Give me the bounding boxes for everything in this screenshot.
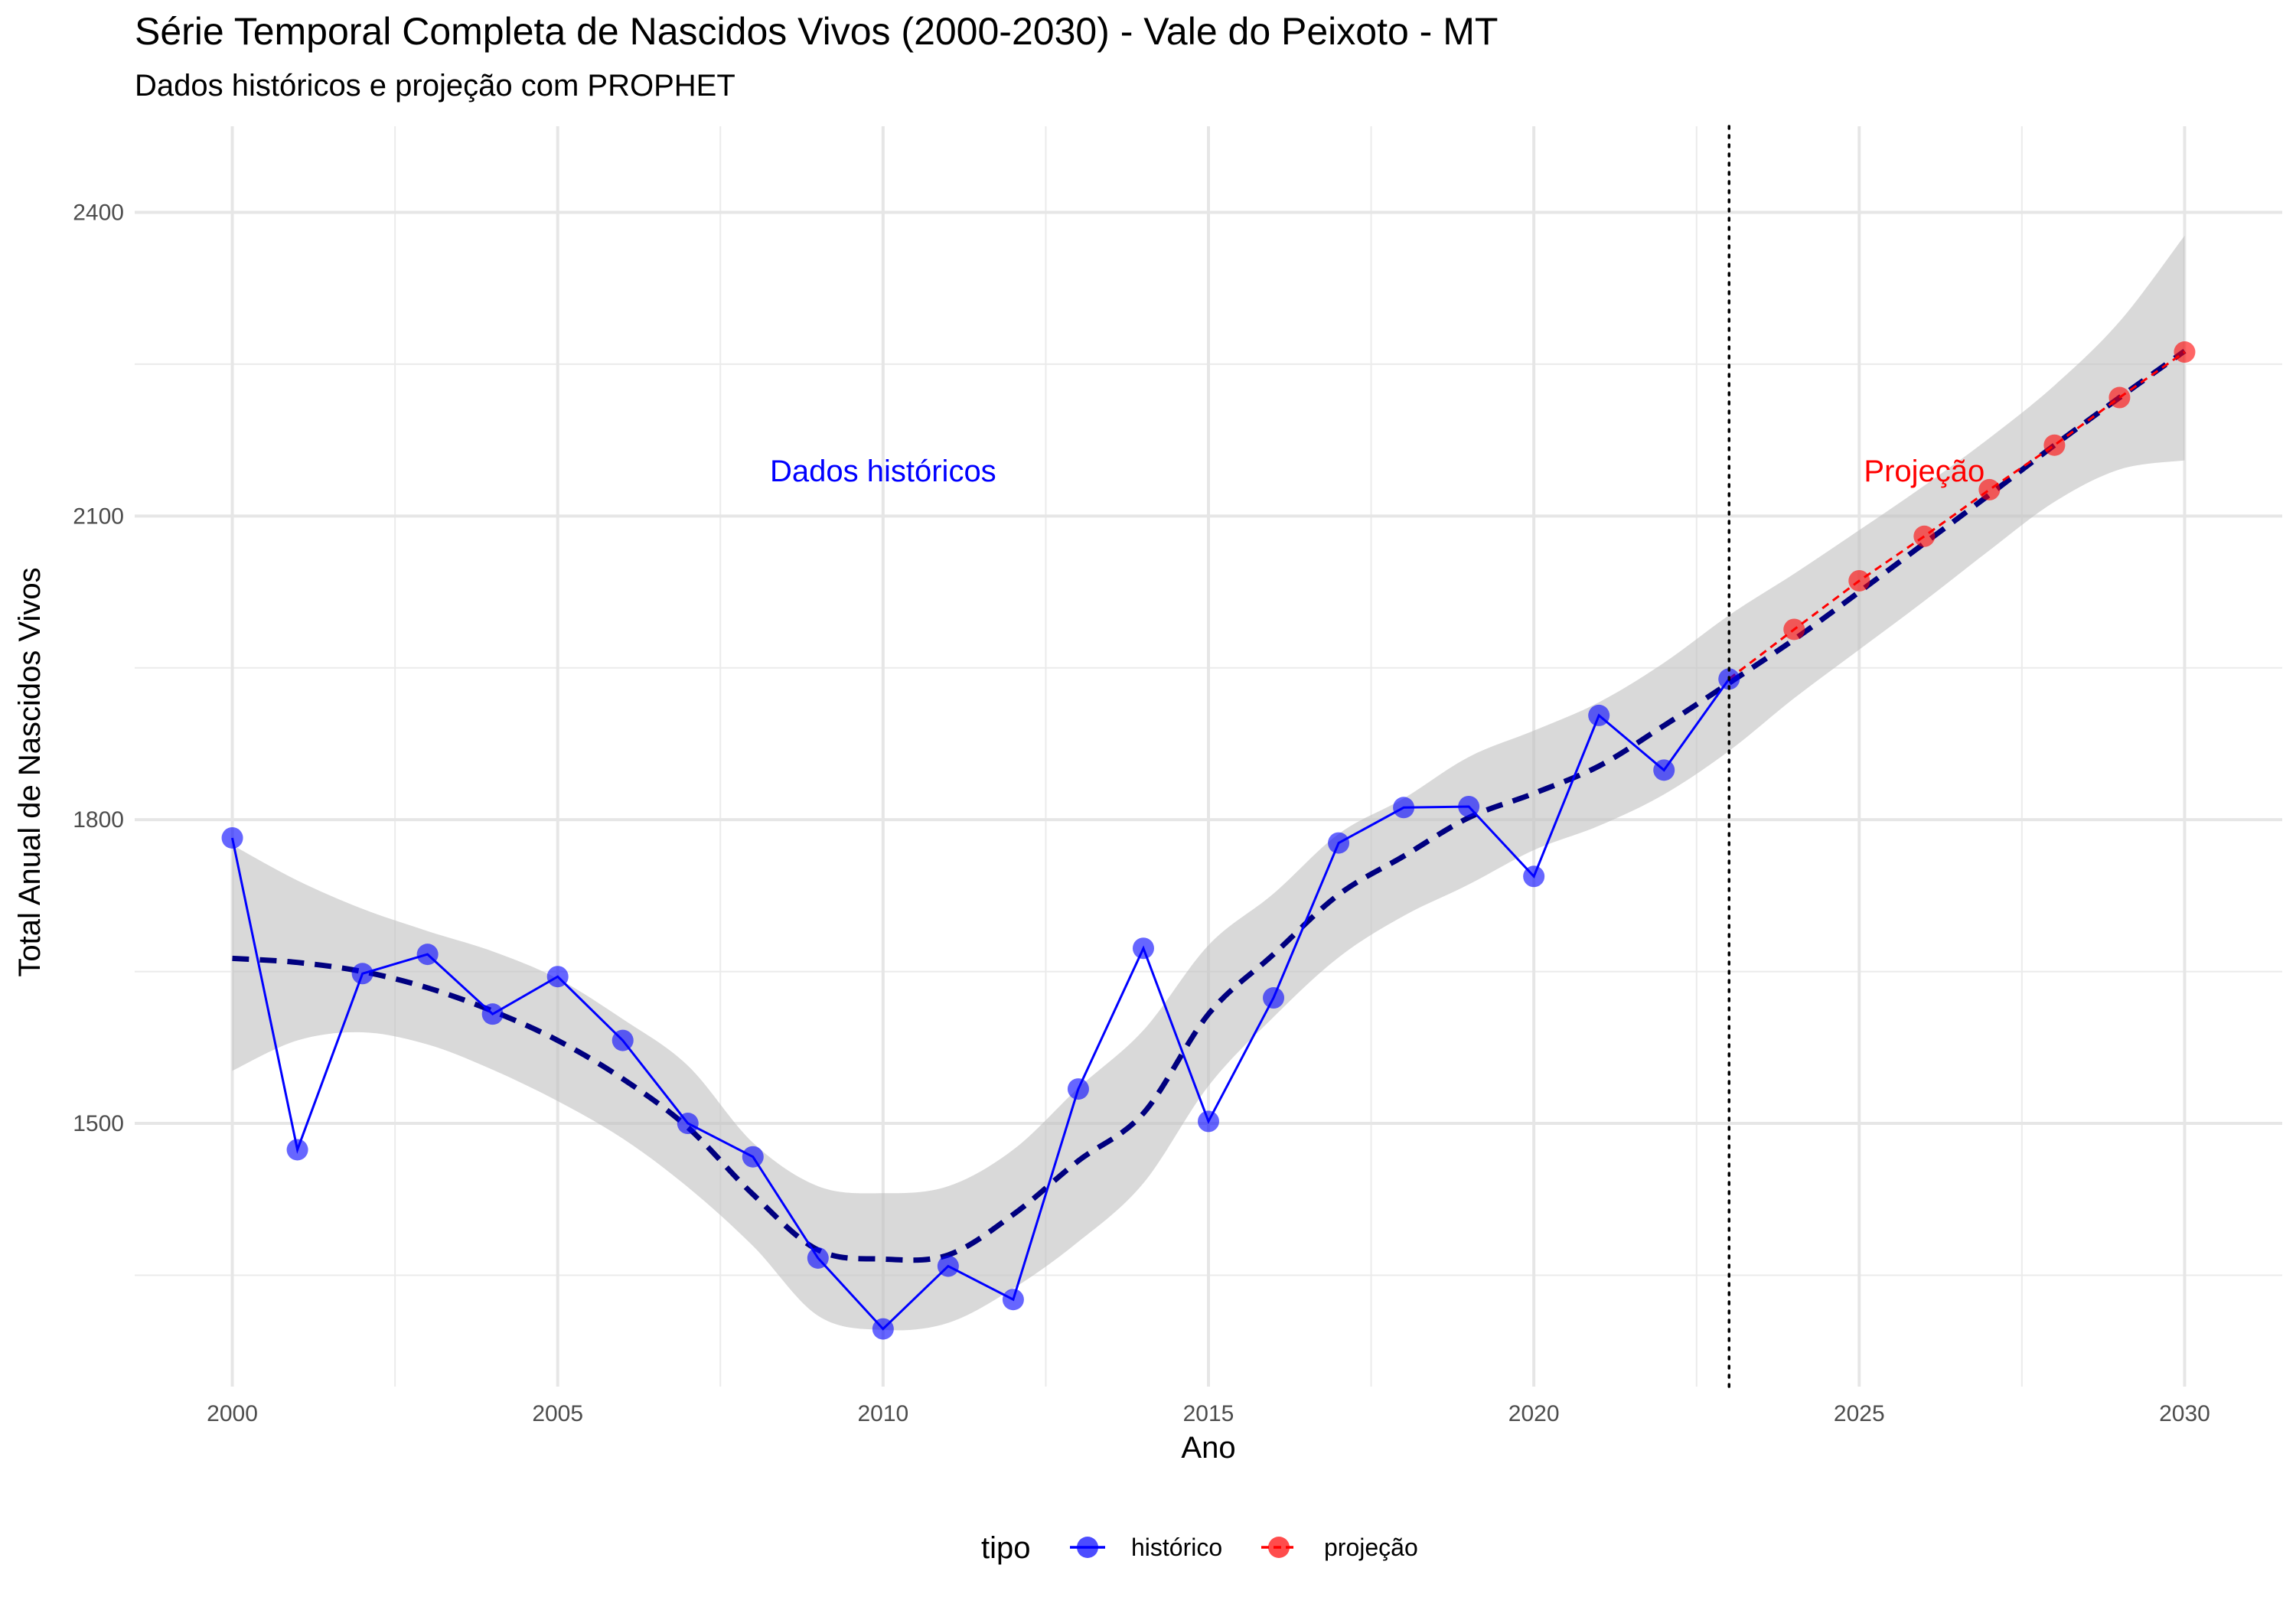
data-point-projeção-2030 — [2174, 341, 2196, 363]
y-tick-label-1500: 1500 — [73, 1111, 124, 1136]
trend-line — [232, 348, 2187, 1263]
data-point-histórico-2005 — [546, 966, 569, 988]
legend-key-point-projecao — [1268, 1537, 1290, 1558]
data-point-projeção-2029 — [2108, 386, 2131, 409]
data-point-histórico-2008 — [742, 1146, 764, 1168]
data-point-histórico-2014 — [1132, 937, 1154, 960]
data-point-histórico-2022 — [1653, 759, 1675, 781]
trend-dashed-line — [232, 348, 2187, 1263]
legend-title: tipo — [981, 1531, 1031, 1565]
legend-item-historico: histórico — [1070, 1534, 1222, 1561]
series-line-0 — [231, 678, 1730, 1331]
data-point-projeção-2024 — [1783, 618, 1805, 641]
x-tick-label-2030: 2030 — [2159, 1401, 2210, 1426]
data-point-histórico-2001 — [286, 1139, 308, 1161]
series-line-1 — [1728, 350, 2186, 680]
data-point-histórico-2018 — [1393, 797, 1415, 819]
x-tick-label-2015: 2015 — [1183, 1401, 1234, 1426]
data-point-histórico-2013 — [1067, 1078, 1089, 1100]
legend-label-projecao: projeção — [1324, 1534, 1418, 1561]
x-tick-label-2010: 2010 — [857, 1401, 908, 1426]
legend-key-point-historico — [1077, 1537, 1098, 1558]
annotation-0: Dados históricos — [770, 455, 996, 488]
series-lines — [231, 350, 2186, 1331]
y-axis-label: Total Anual de Nascidos Vivos — [13, 567, 47, 976]
data-points — [221, 341, 2196, 1340]
data-point-histórico-2002 — [351, 963, 373, 985]
y-tick-label-1800: 1800 — [73, 807, 124, 833]
annotation-1: Projeção — [1864, 455, 1985, 488]
legend-item-projecao: projeção — [1261, 1534, 1418, 1561]
x-tick-label-2025: 2025 — [1834, 1401, 1885, 1426]
data-point-histórico-2004 — [481, 1003, 504, 1025]
data-point-histórico-2012 — [1002, 1289, 1024, 1311]
data-point-histórico-2021 — [1588, 704, 1610, 726]
data-point-histórico-2020 — [1523, 865, 1545, 888]
data-point-projeção-2025 — [1848, 569, 1870, 592]
chart-title: Série Temporal Completa de Nascidos Vivo… — [135, 10, 1498, 53]
y-axis-ticks: 1500 1800 2100 2400 — [73, 200, 124, 1136]
data-point-histórico-2019 — [1458, 795, 1480, 817]
legend-label-historico: histórico — [1131, 1534, 1222, 1561]
x-axis-ticks: 2000 2005 2010 2015 2020 2025 2030 — [207, 1401, 2210, 1426]
data-point-projeção-2027 — [1978, 478, 2001, 500]
data-point-histórico-2015 — [1198, 1110, 1219, 1133]
x-axis-label: Ano — [1181, 1431, 1235, 1465]
data-point-projeção-2028 — [2043, 434, 2066, 456]
data-point-histórico-2010 — [872, 1318, 894, 1340]
y-tick-label-2100: 2100 — [73, 504, 124, 529]
data-point-histórico-2007 — [677, 1113, 699, 1135]
x-tick-label-2005: 2005 — [532, 1401, 583, 1426]
data-point-histórico-2009 — [807, 1247, 829, 1269]
data-point-histórico-2000 — [221, 826, 243, 849]
data-point-projeção-2026 — [1913, 525, 1936, 547]
annotations: Dados históricos Projeção — [770, 455, 1985, 488]
data-point-histórico-2003 — [416, 944, 439, 966]
data-point-histórico-2011 — [937, 1255, 959, 1277]
legend: tipo histórico projeção — [981, 1531, 1418, 1565]
chart-subtitle: Dados históricos e projeção com PROPHET — [135, 69, 735, 103]
x-tick-label-2020: 2020 — [1508, 1401, 1560, 1426]
x-tick-label-2000: 2000 — [207, 1401, 258, 1426]
y-tick-label-2400: 2400 — [73, 200, 124, 225]
data-point-histórico-2006 — [612, 1029, 634, 1051]
data-point-histórico-2017 — [1328, 832, 1350, 854]
data-point-histórico-2016 — [1263, 987, 1285, 1009]
